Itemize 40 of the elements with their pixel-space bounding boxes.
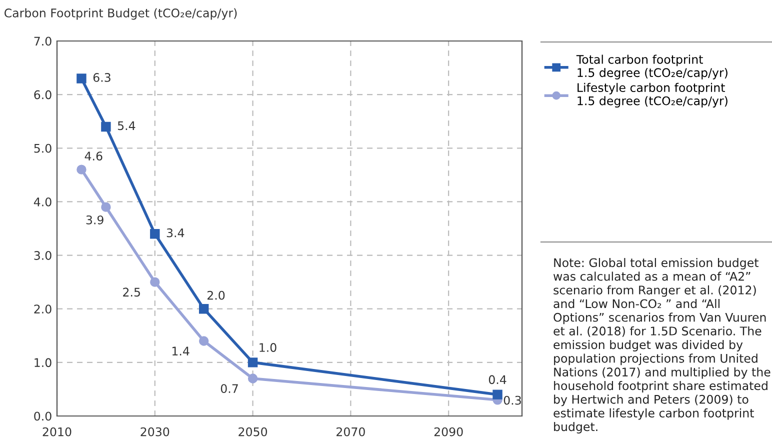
y-tick-label: 6.0 (34, 90, 52, 100)
y-tick-label: 4.0 (34, 197, 52, 206)
data-label: 0.3 (504, 396, 521, 405)
y-tick-label: 3.0 (34, 251, 52, 260)
data-label: 3.4 (166, 228, 184, 238)
data-label: 2.0 (207, 290, 225, 300)
x-tick-label: 2070 (336, 427, 365, 436)
point (101, 202, 111, 212)
y-tick-label: 7.0 (34, 36, 52, 46)
point (248, 374, 258, 384)
x-tick-label: 2010 (42, 427, 72, 436)
x-tick-label: 2050 (238, 427, 268, 436)
x-tick-label: 2090 (434, 427, 463, 436)
data-label: 2.5 (123, 288, 140, 297)
point (492, 390, 502, 400)
x-tick-label: 2030 (140, 427, 170, 436)
data-label: 1.4 (172, 346, 190, 356)
y-tick-label: 0.0 (34, 412, 52, 421)
data-label: 0.4 (488, 375, 506, 384)
legend-label: Lifestyle carbon footprint 1.5 degree (tCO₂e/cap/yr) (578, 82, 728, 108)
data-label: 0.7 (220, 384, 238, 394)
data-label: 3.9 (86, 215, 104, 224)
point (198, 336, 209, 346)
point (248, 358, 258, 368)
text: Note: Global total emission budget was calculated as a mean of “A2” scenario from Ranger et al. (2012) and “Low Non-CO₂ ” and “All Options” scenarios from Van Vuuren et al. (2018) for 1.5D Scenario. The emission budget was divided by population projections from United Nations (2017) and multiplied by the household footprint share estimated by Hertwich and Peters (2009) to estimate lifestyle carbon footprint budget. (553, 258, 770, 434)
data-label: 1.0 (260, 343, 276, 352)
point (76, 164, 86, 174)
point (150, 228, 160, 239)
point (101, 122, 111, 132)
legend-label: Total carbon footprint 1.5 degree (tCO₂e/cap/yr) (576, 54, 728, 80)
point (198, 304, 209, 314)
y-axis-title: Carbon Footprint Budget (tCO₂e/cap/yr) (4, 8, 237, 20)
point (76, 74, 86, 84)
y-tick-label: 5.0 (34, 144, 52, 153)
y-tick-label: 2.0 (34, 304, 52, 314)
data-label: 5.4 (118, 121, 136, 130)
point (150, 277, 160, 287)
y-tick-label: 1.0 (34, 358, 52, 368)
data-label: 6.3 (93, 72, 110, 82)
data-label: 4.6 (84, 152, 102, 160)
